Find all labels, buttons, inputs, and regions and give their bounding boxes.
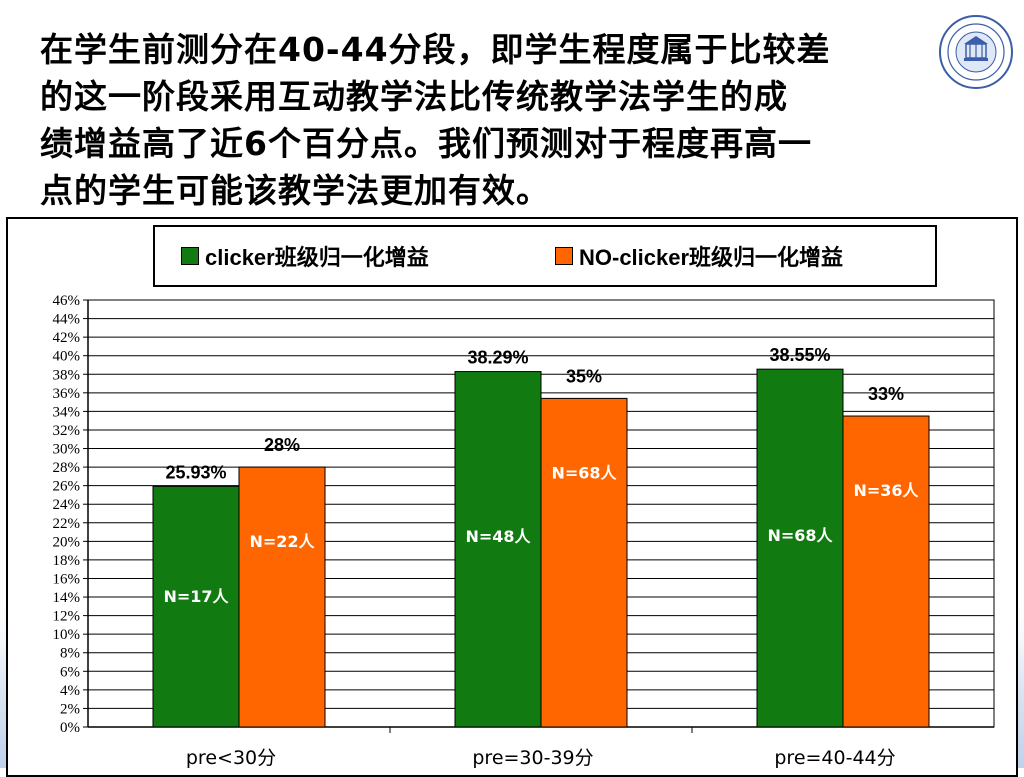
- chart-legend: clicker班级归一化增益 NO-clicker班级归一化增益: [153, 225, 937, 287]
- legend-label-no-clicker: NO-clicker班级归一化增益: [579, 245, 844, 270]
- bar: [842, 415, 930, 728]
- n-label: N=17人: [163, 587, 229, 606]
- y-tick-label: 44%: [53, 312, 81, 328]
- bar: [152, 485, 240, 728]
- y-tick-label: 8%: [60, 646, 80, 662]
- title-line-4: 点的学生可能该教学法更加有效。: [40, 171, 550, 210]
- y-tick-label: 34%: [53, 404, 81, 420]
- y-tick-label: 24%: [53, 497, 81, 513]
- title-line-1: 在学生前测分在40-44分段，即学生程度属于比较差: [40, 30, 831, 69]
- y-tick-label: 40%: [53, 349, 81, 365]
- y-tick-label: 14%: [53, 590, 81, 606]
- y-tick-label: 38%: [53, 367, 81, 383]
- y-tick-label: 2%: [60, 701, 80, 717]
- n-label: N=68人: [551, 463, 617, 482]
- legend-item-no-clicker: NO-clicker班级归一化增益: [555, 241, 843, 271]
- y-tick-label: 46%: [53, 293, 81, 309]
- y-tick-label: 12%: [53, 609, 81, 625]
- data-label: 25.93%: [165, 462, 226, 482]
- x-tick-label: pre<30分: [186, 747, 276, 768]
- slide-title: 在学生前测分在40-44分段，即学生程度属于比较差 的这一阶段采用互动教学法比传…: [40, 26, 940, 214]
- n-label: N=36人: [853, 481, 919, 500]
- n-label: N=68人: [767, 526, 833, 545]
- y-tick-label: 28%: [53, 460, 81, 476]
- x-tick-label: pre=40-44分: [774, 747, 895, 768]
- bar: [454, 371, 542, 728]
- n-label: N=22人: [249, 532, 315, 551]
- y-tick-label: 30%: [53, 442, 81, 458]
- y-tick-label: 36%: [53, 386, 81, 402]
- y-tick-label: 0%: [60, 720, 80, 736]
- n-label: N=48人: [465, 527, 531, 546]
- title-line-2: 的这一阶段采用互动教学法比传统教学法学生的成: [40, 77, 788, 116]
- legend-item-clicker: clicker班级归一化增益: [181, 241, 429, 271]
- y-tick-label: 4%: [60, 683, 80, 699]
- y-tick-label: 10%: [53, 627, 81, 643]
- bar: [238, 466, 326, 728]
- y-tick-label: 42%: [53, 330, 81, 346]
- data-label: 35%: [566, 366, 602, 386]
- data-label: 38.29%: [467, 348, 528, 368]
- x-tick-label: pre=30-39分: [472, 747, 593, 768]
- y-tick-label: 6%: [60, 664, 80, 680]
- y-tick-label: 32%: [53, 423, 81, 439]
- y-tick-label: 18%: [53, 553, 81, 569]
- legend-label-clicker: clicker班级归一化增益: [205, 245, 429, 270]
- y-tick-label: 16%: [53, 571, 81, 587]
- y-tick-label: 26%: [53, 479, 81, 495]
- title-line-3: 绩增益高了近6个百分点。我们预测对于程度再高一: [40, 124, 812, 163]
- legend-swatch-clicker: [181, 247, 199, 265]
- bar: [540, 397, 628, 728]
- data-label: 28%: [264, 435, 300, 455]
- data-label: 33%: [868, 384, 904, 404]
- bar: [756, 368, 844, 728]
- university-seal-icon: [939, 15, 1013, 89]
- legend-swatch-no-clicker: [555, 247, 573, 265]
- y-tick-label: 22%: [53, 516, 81, 532]
- y-tick-label: 20%: [53, 534, 81, 550]
- data-label: 38.55%: [769, 345, 830, 365]
